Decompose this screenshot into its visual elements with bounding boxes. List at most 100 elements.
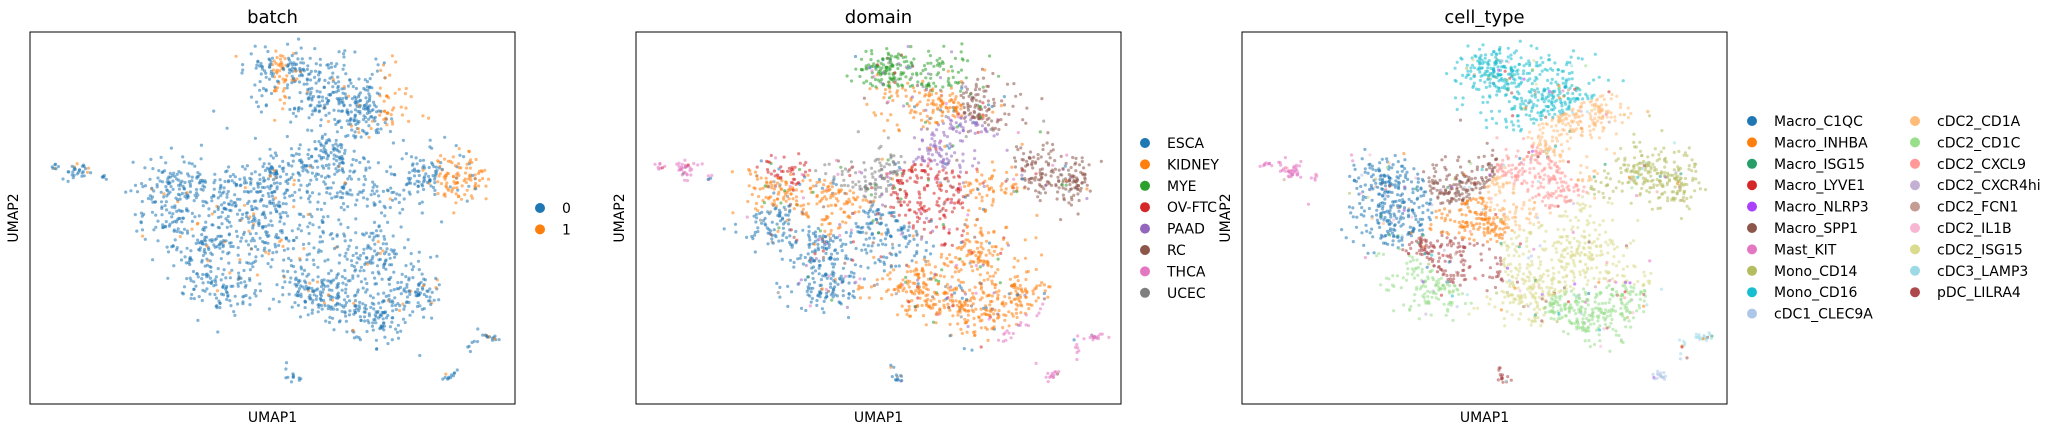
scatter-point	[914, 267, 918, 271]
scatter-point	[444, 173, 448, 177]
scatter-point	[861, 68, 865, 72]
scatter-point	[408, 181, 413, 185]
scatter-point	[1011, 331, 1015, 336]
scatter-point	[952, 206, 956, 210]
scatter-point	[362, 251, 366, 255]
scatter-point	[335, 130, 339, 134]
scatter-point	[369, 259, 373, 263]
scatter-point	[996, 253, 1000, 257]
scatter-point	[261, 86, 266, 91]
scatter-point	[1015, 315, 1019, 320]
scatter-point	[929, 271, 933, 275]
scatter-point	[346, 247, 350, 251]
scatter-point	[945, 135, 950, 139]
scatter-point	[329, 65, 334, 69]
scatter-point	[894, 219, 899, 223]
scatter-point	[202, 247, 207, 252]
scatter-point	[809, 300, 813, 304]
scatter-point	[1088, 189, 1092, 193]
scatter-point	[919, 212, 923, 216]
scatter-point	[386, 188, 390, 192]
scatter-point	[975, 246, 980, 250]
scatter-point	[849, 231, 853, 235]
scatter-point	[384, 117, 388, 121]
scatter-point	[984, 308, 988, 312]
scatter-point	[218, 306, 222, 310]
scatter-point	[418, 159, 422, 163]
scatter-point	[210, 238, 214, 242]
scatter-point	[270, 191, 274, 195]
scatter-point	[1045, 141, 1049, 145]
scatter-point	[933, 177, 938, 181]
scatter-point	[327, 166, 331, 170]
scatter-point	[233, 175, 237, 179]
scatter-point	[933, 272, 937, 276]
scatter-point	[344, 287, 348, 291]
scatter-point	[806, 275, 810, 279]
scatter-point	[772, 169, 777, 173]
scatter-point	[851, 180, 855, 184]
scatter-point	[241, 300, 245, 304]
scatter-point	[358, 300, 362, 304]
scatter-point	[316, 200, 320, 204]
scatter-point	[474, 187, 478, 191]
scatter-point	[207, 214, 211, 218]
scatter-point	[689, 173, 693, 177]
scatter-point	[405, 295, 410, 299]
scatter-point	[807, 282, 812, 286]
scatter-point	[202, 228, 206, 232]
scatter-point	[960, 245, 965, 249]
scatter-point	[247, 229, 251, 233]
scatter-point	[222, 268, 226, 272]
scatter-point	[411, 265, 416, 269]
scatter-point	[1055, 197, 1059, 201]
scatter-point	[782, 155, 786, 159]
scatter-point	[947, 76, 951, 81]
scatter-point	[917, 285, 921, 289]
scatter-point	[298, 256, 302, 261]
scatter-point	[813, 269, 818, 273]
scatter-point	[849, 160, 854, 164]
scatter-point	[354, 203, 358, 207]
scatter-point	[1076, 187, 1080, 191]
panel-domain: domainUMAP1UMAP2ESCAKIDNEYMYEOV-FTCPAADR…	[612, 7, 1219, 426]
scatter-point	[908, 239, 912, 243]
scatter-point	[158, 179, 162, 183]
scatter-point	[172, 264, 176, 268]
scatter-point	[935, 58, 939, 63]
scatter-point	[1010, 312, 1014, 316]
scatter-point	[82, 174, 86, 178]
scatter-point	[363, 310, 367, 314]
scatter-point	[943, 290, 947, 294]
scatter-point	[917, 91, 922, 95]
scatter-point	[881, 57, 885, 61]
scatter-point	[840, 172, 844, 177]
scatter-point	[944, 297, 948, 301]
scatter-point	[1053, 370, 1057, 374]
scatter-point	[887, 53, 891, 57]
scatter-point	[238, 218, 242, 222]
scatter-point	[801, 228, 805, 232]
scatter-point	[975, 167, 979, 171]
scatter-point	[854, 280, 858, 284]
scatter-point	[1061, 186, 1065, 190]
scatter-point	[969, 304, 974, 308]
scatter-point	[888, 85, 892, 89]
scatter-point	[928, 121, 932, 125]
scatter-point	[371, 108, 375, 112]
scatter-point	[896, 197, 900, 201]
scatter-point	[916, 282, 920, 286]
scatter-point	[1018, 295, 1023, 300]
scatter-point	[953, 201, 957, 205]
scatter-point	[827, 162, 831, 166]
scatter-point	[218, 301, 222, 305]
scatter-point	[357, 304, 361, 308]
scatter-point	[220, 210, 224, 214]
scatter-point	[918, 100, 922, 104]
scatter-point	[433, 175, 437, 179]
scatter-point	[286, 214, 290, 218]
scatter-point	[904, 75, 908, 79]
scatter-point	[775, 281, 779, 285]
scatter-point	[934, 150, 939, 154]
scatter-point	[954, 255, 958, 260]
